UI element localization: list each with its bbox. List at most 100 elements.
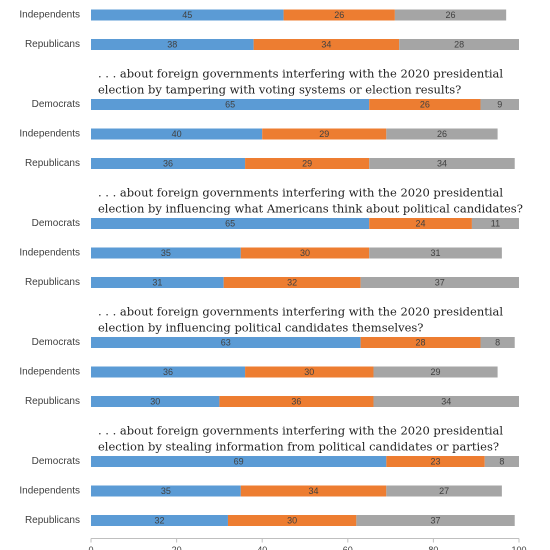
value-label: 29: [302, 158, 312, 168]
category-label: Republicans: [25, 277, 80, 288]
x-tick-label: 100: [511, 545, 526, 550]
bar-segment: [91, 485, 241, 497]
bar-segment: [480, 337, 515, 348]
category-label: Independents: [19, 248, 80, 259]
bar-segment: [91, 99, 370, 110]
bar-segment: [480, 99, 519, 110]
bar-segment: [240, 485, 387, 497]
bar-segment: [253, 39, 400, 50]
bar-segment: [91, 247, 241, 259]
value-label: 30: [300, 248, 310, 258]
value-label: 40: [172, 129, 182, 139]
value-label: 31: [152, 277, 162, 287]
bar-segment: [399, 39, 519, 50]
bar-segment: [369, 218, 472, 229]
value-label: 31: [431, 248, 441, 258]
category-label: Independents: [19, 486, 80, 497]
value-label: 26: [437, 129, 447, 139]
group-title: election by stealing information from po…: [98, 440, 499, 454]
bar-segment: [91, 277, 224, 288]
value-label: 36: [163, 158, 173, 168]
value-label: 34: [441, 396, 451, 406]
x-tick-label: 0: [88, 545, 93, 550]
bar-segment: [223, 277, 361, 288]
bar-segment: [91, 128, 263, 140]
category-label: Republicans: [25, 515, 80, 526]
bar-segment: [91, 396, 220, 407]
bar-segment: [369, 99, 481, 110]
bar-segment: [283, 9, 395, 21]
value-label: 37: [431, 515, 441, 525]
bar-segment: [484, 456, 519, 467]
bar-segment: [245, 366, 374, 378]
value-label: 11: [491, 218, 500, 228]
value-label: 8: [495, 337, 500, 347]
value-label: 38: [167, 39, 177, 49]
x-tick-label: 40: [257, 545, 267, 550]
value-label: 36: [291, 396, 301, 406]
bar-segment: [394, 9, 507, 21]
bar-segment: [91, 366, 246, 378]
bar-segment: [91, 515, 228, 526]
value-label: 28: [454, 39, 464, 49]
category-label: Republicans: [25, 158, 80, 169]
value-label: 34: [309, 486, 319, 496]
bar-segment: [91, 218, 370, 229]
value-label: 28: [416, 337, 426, 347]
x-tick-label: 20: [172, 545, 182, 550]
bar-segment: [262, 128, 387, 140]
category-label: Independents: [19, 129, 80, 140]
group-title: . . . about foreign governments interfer…: [98, 424, 503, 438]
value-label: 30: [287, 515, 297, 525]
value-label: 27: [439, 486, 449, 496]
value-label: 24: [416, 218, 426, 228]
value-label: 29: [319, 129, 329, 139]
bar-segment: [91, 9, 284, 21]
value-label: 69: [234, 456, 244, 466]
bar-segment: [91, 158, 246, 169]
value-label: 32: [287, 277, 297, 287]
value-label: 37: [435, 277, 445, 287]
group-title: . . . about foreign governments interfer…: [98, 305, 503, 319]
group-title: election by tampering with voting system…: [98, 83, 461, 97]
bar-segment: [245, 158, 370, 169]
value-label: 26: [334, 10, 344, 20]
value-label: 32: [154, 515, 164, 525]
bar-segment: [369, 158, 515, 169]
bar-segment: [240, 247, 370, 259]
value-label: 9: [497, 99, 502, 109]
x-tick-label: 60: [343, 545, 353, 550]
bar-segment: [360, 277, 519, 288]
bar-segment: [386, 128, 498, 140]
bar-segment: [369, 247, 502, 259]
value-label: 45: [182, 10, 192, 20]
value-label: 65: [225, 218, 235, 228]
bar-segment: [386, 485, 502, 497]
group-title: election by influencing political candid…: [98, 321, 423, 335]
bar-segment: [227, 515, 357, 526]
value-label: 36: [163, 367, 173, 377]
bar-segment: [386, 456, 485, 467]
group-title: . . . about foreign governments interfer…: [98, 186, 503, 200]
category-label: Democrats: [32, 337, 80, 348]
x-tick-label: 80: [428, 545, 438, 550]
category-label: Democrats: [32, 218, 80, 229]
value-label: 34: [437, 158, 447, 168]
value-label: 8: [499, 456, 504, 466]
bar-segment: [91, 456, 387, 467]
value-label: 63: [221, 337, 231, 347]
value-label: 30: [304, 367, 314, 377]
value-label: 26: [446, 10, 456, 20]
bar-segment: [219, 396, 374, 407]
value-label: 34: [321, 39, 331, 49]
value-label: 30: [150, 396, 160, 406]
bar-segment: [373, 396, 519, 407]
value-label: 35: [161, 486, 171, 496]
bar-segment: [91, 337, 361, 348]
bar-segment: [373, 366, 498, 378]
bar-segment: [356, 515, 515, 526]
bar-segment: [91, 39, 254, 50]
group-title: . . . about foreign governments interfer…: [98, 67, 503, 81]
